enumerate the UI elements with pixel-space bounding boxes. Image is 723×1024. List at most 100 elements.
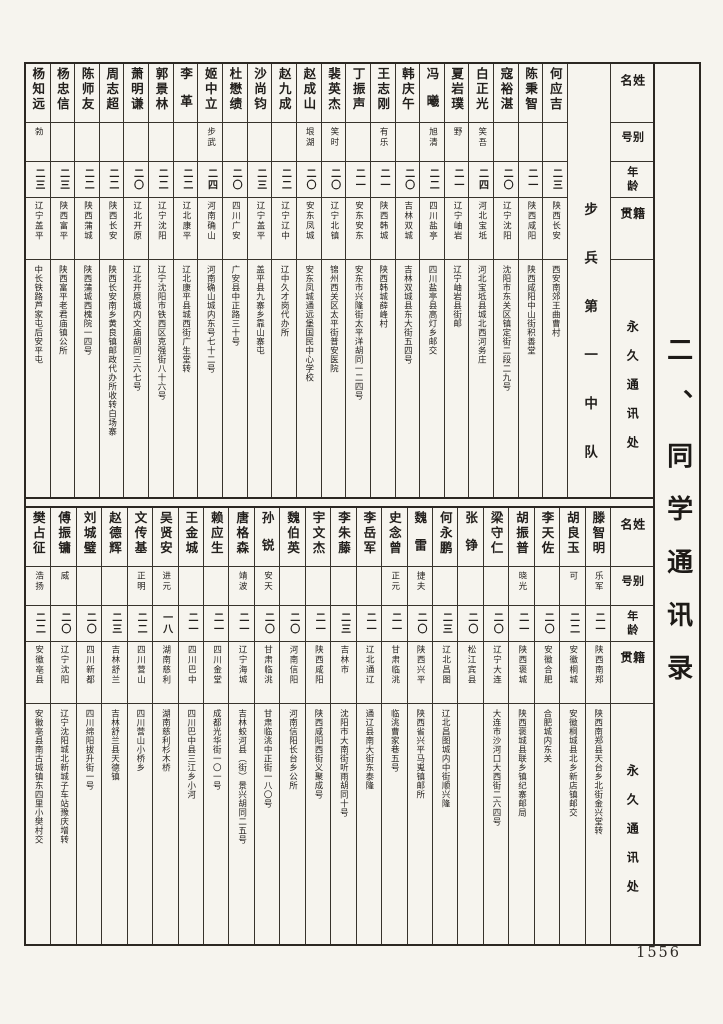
entry-address: 沈阳市东关区镇定街二段二九号 xyxy=(500,265,511,391)
directory-entry-column: 赵成山 垠湖 二〇 安东凤城 安东凤城通远堡国民中心学校 xyxy=(295,64,321,497)
entry-address: 合肥城内东关 xyxy=(541,709,552,763)
entry-address: 陕西南郑县天台乡北街金兴堂转 xyxy=(592,709,603,835)
bottom-sub-table: 姓名 别号 年龄 籍贯 永久通讯处 滕智明 乐军 二一 陕西南郑 陕西南郑县天台… xyxy=(25,508,653,944)
entry-name: 樊占征 xyxy=(30,511,46,556)
directory-entry-column: 周志超 二二 陕西长安 陕西长安南乡黄良镇邮政代办所收转白场寨 xyxy=(98,64,124,497)
entry-address: 四川绵阳拔升街一号 xyxy=(84,709,95,790)
entry-name: 李朱藤 xyxy=(335,511,351,556)
entry-name: 赵成山 xyxy=(301,67,317,112)
entry-native-place: 辽北开原 xyxy=(131,201,142,241)
entry-native-place: 河南信阳 xyxy=(287,645,298,685)
entry-native-place: 辽北昌图 xyxy=(440,645,451,685)
entry-age: 一八 xyxy=(160,612,172,635)
entry-native-place: 安徽桐城 xyxy=(567,645,578,685)
directory-entry-column: 杜懋绩 二〇 四川广安 广安县中正路三十号 xyxy=(222,64,247,497)
entry-age: 二二 xyxy=(82,168,94,191)
entry-address: 河北宝坻县城北西河务庄 xyxy=(476,265,487,364)
directory-entry-column: 文传基 正明 二二 四川营山 四川营山小桥乡 xyxy=(126,508,153,944)
entry-native-place: 辽宁盖平 xyxy=(254,201,265,241)
directory-entry-column: 李岳军 二一 辽北通辽 通辽县南大街东泰隆 xyxy=(355,508,382,944)
entry-native-place: 陕西长安 xyxy=(107,201,118,241)
directory-entry-column: 刘城璧 二〇 四川新都 四川绵阳拔升街一号 xyxy=(75,508,102,944)
entry-address: 辽中久才岗代办所 xyxy=(279,265,290,337)
entry-age: 二一 xyxy=(593,612,605,635)
entry-byname: 步武 xyxy=(205,127,216,148)
entry-native-place: 河南确山 xyxy=(205,201,216,241)
entry-name: 宇文杰 xyxy=(310,511,326,556)
directory-entry-column: 姬中立 步武 二四 河南确山 河南确山城内东号七十二号 xyxy=(197,64,223,497)
table-section-gap xyxy=(26,497,653,508)
entry-address: 通辽县南大街东泰隆 xyxy=(363,709,374,790)
entry-name: 魏雷 xyxy=(412,511,428,566)
entry-name: 郭景林 xyxy=(153,67,169,112)
entry-native-place: 陕西长安 xyxy=(550,201,561,241)
directory-entry-column: 唐格森 靖波 二一 辽宁海城 吉林蛟河县（街）景兴胡同二五号 xyxy=(228,508,254,944)
unit-label-column: 步兵第一中队 xyxy=(567,64,610,497)
entry-byname: 进元 xyxy=(160,571,171,592)
entry-address: 辽北开原城内文庙胡同三六七号 xyxy=(131,265,142,391)
entry-name: 孙锐 xyxy=(259,511,275,566)
entry-name: 裴英杰 xyxy=(325,67,341,112)
column-headers-top: 姓名 别号 年龄 籍贯 永久通讯处 xyxy=(610,64,653,497)
header-byname: 别号 xyxy=(620,575,645,592)
entry-name: 杨忠信 xyxy=(54,67,70,112)
entry-address: 陕西咸阳西街义聚成号 xyxy=(312,709,323,799)
entry-native-place: 甘肃临洮 xyxy=(262,645,273,685)
entry-native-place: 吉林舒兰 xyxy=(109,645,120,685)
entry-age: 二二 xyxy=(33,612,45,635)
entry-address: 陕西韩城薛峰村 xyxy=(377,265,388,328)
header-byname: 别号 xyxy=(620,131,645,148)
directory-entry-column: 胡良玉 可 二二 安徽桐城 安徽桐城县北乡新店镇邮交 xyxy=(559,508,585,944)
entry-age: 二〇 xyxy=(501,168,513,191)
entry-address: 安东凤城通远堡国民中心学校 xyxy=(303,265,314,382)
directory-entry-column: 樊占征 浩扬 二二 安徽亳县 安徽亳县南古城镇东四里小樊村交 xyxy=(25,508,51,944)
entry-address: 陕西蒲城西槐院一四号 xyxy=(82,265,93,355)
unit-label: 步兵第一中队 xyxy=(581,202,598,493)
entry-age: 二一 xyxy=(364,612,376,635)
page-number: 1556 xyxy=(636,945,681,961)
directory-entry-column: 梁守仁 二〇 辽宁大连 大连市沙河口大西街二六四号 xyxy=(482,508,509,944)
entry-age: 二一 xyxy=(451,168,463,191)
directory-entry-column: 王志刚 有乐 二一 陕西韩城 陕西韩城薛峰村 xyxy=(369,64,395,497)
entry-byname: 靖波 xyxy=(237,571,248,592)
entry-address: 成都光华街一〇一号 xyxy=(211,709,222,790)
entry-address: 吉林舒兰县天德镇 xyxy=(109,709,120,781)
entry-byname: 有乐 xyxy=(378,127,389,148)
entry-address: 四川盐亭县高灯乡邮交 xyxy=(426,265,437,355)
entry-native-place: 吉林市 xyxy=(338,645,349,675)
directory-entry-column: 裴英杰 笑时 二〇 辽宁北镇 锦州西关区太平街普安医院 xyxy=(320,64,346,497)
entry-age: 二三 xyxy=(550,168,562,191)
entry-age: 二〇 xyxy=(402,168,414,191)
directory-entry-column: 陈秉智 二一 陕西咸阳 陕西咸阳中山街积善堂 xyxy=(517,64,543,497)
entry-age: 二〇 xyxy=(58,612,70,635)
entry-byname: 笑吾 xyxy=(476,127,487,148)
entry-address: 盖平县九寨乡靠山寨屯 xyxy=(254,265,265,355)
entry-name: 张铮 xyxy=(463,511,479,566)
entry-name: 赵九成 xyxy=(276,67,292,112)
entry-name: 魏伯英 xyxy=(285,511,301,556)
entry-byname: 垠湖 xyxy=(304,127,315,148)
entry-age: 二二 xyxy=(180,168,192,191)
entry-native-place: 安徽亳县 xyxy=(33,645,44,685)
directory-entry-column: 寇裕湛 二〇 辽宁沈阳 沈阳市东关区镇定街二段二九号 xyxy=(493,64,518,497)
entry-age: 二〇 xyxy=(542,612,554,635)
entry-native-place: 辽宁盖平 xyxy=(33,201,44,241)
entry-age: 二一 xyxy=(377,168,389,191)
entry-name: 王志刚 xyxy=(375,67,391,112)
entry-address: 中长铁路芦家屯后安平屯 xyxy=(32,265,43,364)
entry-address: 安徽桐城县北乡新店镇邮交 xyxy=(567,709,578,817)
entry-age: 二二 xyxy=(135,612,147,635)
entry-byname: 勃 xyxy=(33,127,44,138)
entry-age: 二一 xyxy=(313,612,325,635)
entry-name: 夏岩璞 xyxy=(449,67,465,112)
entry-name: 史念曾 xyxy=(386,511,402,556)
top-sub-table: 姓名 别号 年龄 籍贯 永久通讯处 步兵第一中队 何应吉 二三 陕西长安 西安南… xyxy=(25,64,653,497)
entry-native-place: 辽北通辽 xyxy=(364,645,375,685)
table-body-area: 姓名 别号 年龄 籍贯 永久通讯处 步兵第一中队 何应吉 二三 陕西长安 西安南… xyxy=(25,64,653,944)
entry-name: 陈秉智 xyxy=(523,67,539,112)
entry-native-place: 辽北康平 xyxy=(181,201,192,241)
directory-table: 二、同学通讯录 姓名 别号 年龄 籍贯 永久通讯处 步兵第一中队 何应吉 二三 … xyxy=(24,62,701,946)
entry-address: 大连市沙河口大西街二六四号 xyxy=(491,709,502,826)
entry-name: 杜懋绩 xyxy=(227,67,243,112)
